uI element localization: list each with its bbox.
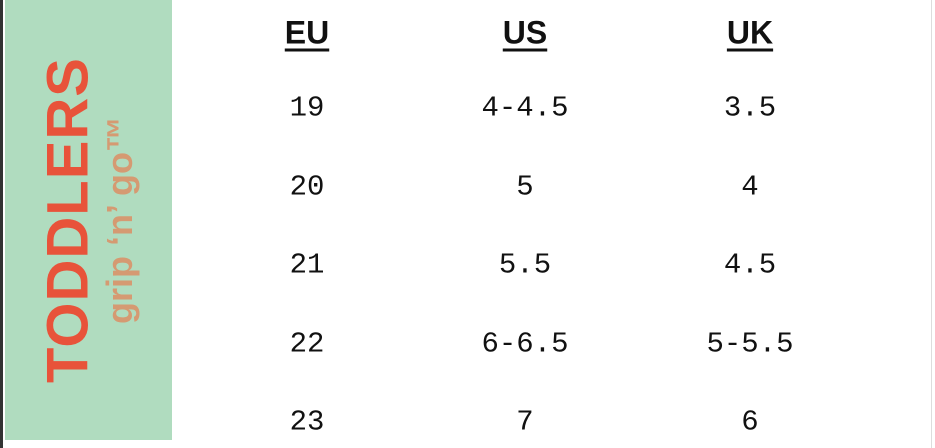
table-cell: 6 <box>741 405 759 439</box>
title: TODDLERS <box>35 57 101 383</box>
table-cell: 5-5.5 <box>706 327 794 360</box>
table-cell: 4 <box>741 170 759 203</box>
table-cell: 23 <box>289 405 325 439</box>
edge <box>931 0 932 448</box>
table-cell: 22 <box>289 327 325 360</box>
edge <box>0 0 3 448</box>
table-cell: 5.5 <box>498 248 552 282</box>
table-cell: 4-4.5 <box>481 91 569 125</box>
column-header: UK <box>726 14 774 51</box>
table-cell: 20 <box>289 170 325 203</box>
table-cell: 19 <box>289 91 325 125</box>
table-cell: 21 <box>289 248 325 282</box>
table-cell: 3.5 <box>723 91 777 125</box>
side-panel: TODDLERS grip ‘n’ go™ <box>5 0 172 440</box>
column-header: US <box>502 14 548 51</box>
table-cell: 7 <box>516 405 534 439</box>
column-header: EU <box>284 14 330 51</box>
table-cell: 4.5 <box>723 248 777 282</box>
subtitle: grip ‘n’ go™ <box>99 116 140 324</box>
table-cell: 6-6.5 <box>481 327 569 360</box>
table-cell: 5 <box>516 170 534 203</box>
